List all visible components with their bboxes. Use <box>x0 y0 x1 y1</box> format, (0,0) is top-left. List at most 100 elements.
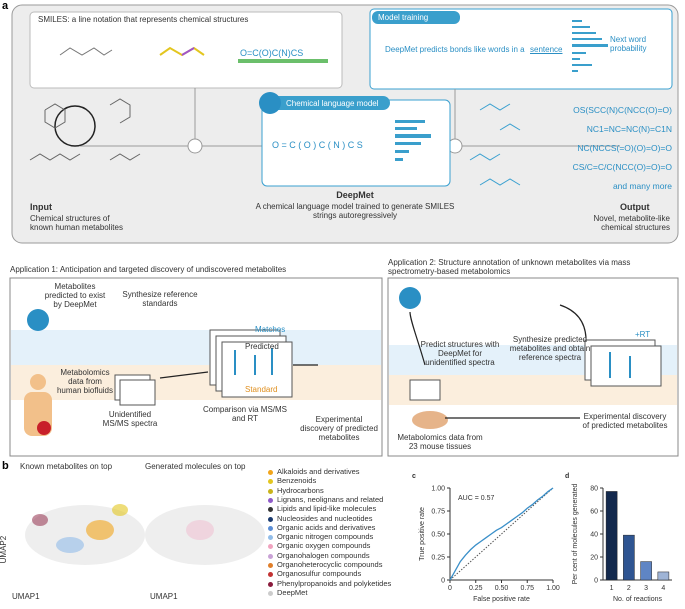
legend-swatch <box>268 470 273 475</box>
network-icon <box>259 92 281 114</box>
app2-title: Application 2: Structure annotation of u… <box>388 258 631 277</box>
legend-swatch <box>268 581 273 587</box>
legend-swatch <box>268 507 273 513</box>
legend-label: DeepMet <box>277 587 308 597</box>
network-icon <box>399 287 421 309</box>
x-axis-label: No. of reactions <box>613 596 663 603</box>
output-smiles: OS(SCC(N)C(NCC(O)=O) <box>573 105 672 115</box>
legend-swatch <box>268 516 273 522</box>
roc-line <box>449 487 554 581</box>
app1-text: Predicted <box>245 342 279 351</box>
bar <box>623 534 635 581</box>
blood-drop <box>37 421 51 435</box>
app1-band <box>11 365 381 400</box>
output-text: Novel, metabolite-like chemical structur… <box>593 214 670 233</box>
model-title: Chemical language model <box>286 99 379 108</box>
x-tick-label: 0.75 <box>520 585 534 592</box>
y-tick-label: 80 <box>590 486 598 493</box>
legend-label: Organosulfur compounds <box>277 569 362 579</box>
legend-swatch <box>268 563 273 568</box>
y-tick-label: 60 <box>590 509 598 516</box>
training-header <box>372 11 460 24</box>
app1-text: Experimental discovery of predicted meta… <box>300 415 378 443</box>
y-tick-label: 40 <box>590 532 598 539</box>
input-molecules <box>29 98 141 161</box>
app1-text: Standard <box>245 385 278 394</box>
training-text: DeepMet predicts bonds like words in a <box>385 45 525 54</box>
output-smiles: NC1=NC=NC(N)=C1N <box>586 124 672 134</box>
app2-text: Synthesize predicted metabolites and obt… <box>509 335 591 363</box>
legend-swatch <box>268 497 273 503</box>
legend-swatch <box>268 553 273 559</box>
probability-label: Next word probability <box>610 35 647 54</box>
app1-text: Matches <box>255 325 286 334</box>
app1-text: Unidentified MS/MS spectra <box>102 410 158 429</box>
y-tick-label: 0.75 <box>431 509 445 516</box>
legend-label: Lipids and lipid-like molecules <box>277 504 377 514</box>
umap-clusters <box>32 504 214 553</box>
x-axis-label: False positive rate <box>473 596 530 603</box>
output-smiles: NC(NCCS(=O)(O)=O)=O <box>577 143 672 153</box>
app2-text: Metabolomics data from 23 mouse tissues <box>397 433 483 452</box>
smiles-string: O=C(O)C(N)CS <box>240 48 304 58</box>
model-tokens: O = C ( O ) C ( N ) C S <box>272 140 363 150</box>
input-highlight <box>54 105 96 147</box>
legend-label: Alkaloids and derivatives <box>277 467 360 476</box>
legend-swatch <box>268 590 273 596</box>
legend-swatch <box>268 488 273 494</box>
legend-swatch <box>268 479 273 485</box>
legend-label: Organic acids and derivatives <box>277 522 376 532</box>
y-tick-label: 0.25 <box>431 555 445 562</box>
y-axis-label: Per cent of molecules generated <box>572 484 579 585</box>
x-tick-label: 1.00 <box>546 585 560 592</box>
training-title: Model training <box>378 13 429 22</box>
output-molecules <box>469 103 521 186</box>
umap-title: Known metabolites on top <box>20 462 113 471</box>
app2-text: +RT <box>635 330 651 339</box>
legend-swatch <box>268 525 273 531</box>
x-tick-label: 4 <box>661 585 665 592</box>
model-header <box>270 96 390 110</box>
umap-xlabel: UMAP1 <box>12 592 40 601</box>
app1-text: Comparison via MS/MS and RT <box>202 405 288 424</box>
legend-label: Organohalogen compounds <box>277 550 370 560</box>
y-tick-label: 0 <box>441 578 445 585</box>
x-tick-label: 0 <box>448 585 452 592</box>
umap-background <box>25 505 265 565</box>
panel-label: b <box>2 460 9 472</box>
output-smiles: and many more <box>612 181 672 191</box>
app1-text: Metabolites predicted to exist by DeepMe… <box>44 282 106 310</box>
y-tick-label: 0.50 <box>431 532 445 539</box>
y-tick-label: 1.00 <box>431 486 445 493</box>
bar <box>605 491 618 581</box>
panel-label: d <box>565 473 569 480</box>
app1-text: Synthesize reference standards <box>122 290 198 309</box>
training-word: sentence <box>530 45 563 54</box>
molecule <box>59 47 113 56</box>
x-tick-label: 3 <box>644 585 648 592</box>
legend-swatch <box>268 544 273 550</box>
training-box <box>369 8 673 90</box>
y-axis-label: True positive rate <box>419 507 426 561</box>
legend-label: Lignans, neolignans and related <box>277 494 384 504</box>
network-icon <box>27 309 49 331</box>
input-text: Chemical structures of known human metab… <box>30 214 123 233</box>
x-tick-label: 0.50 <box>495 585 509 592</box>
model-description: A chemical language model trained to gen… <box>255 202 455 221</box>
app2-text: Predict structures with DeepMet for unid… <box>420 340 500 368</box>
model-bars <box>395 120 431 161</box>
legend-label: Organic nitrogen compounds <box>277 532 374 542</box>
mouse-icon <box>412 411 448 429</box>
legend-swatch <box>268 535 273 541</box>
y-tick-label: 0 <box>594 578 598 585</box>
smiles-title: SMILES: a line notation that represents … <box>38 15 249 24</box>
node <box>187 138 203 154</box>
bar <box>657 571 670 581</box>
panel-label: c <box>412 473 416 480</box>
app1-band <box>11 330 381 365</box>
peaks <box>234 348 631 378</box>
legend-swatch <box>268 572 273 578</box>
model-name: DeepMet <box>336 190 374 200</box>
